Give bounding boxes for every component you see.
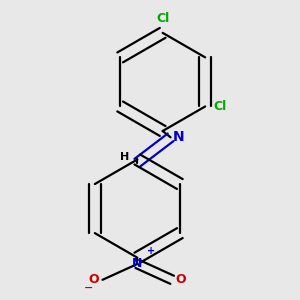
Text: Cl: Cl bbox=[156, 12, 169, 25]
Text: −: − bbox=[84, 283, 93, 293]
Text: +: + bbox=[147, 246, 155, 256]
Text: H: H bbox=[120, 152, 129, 162]
Text: N: N bbox=[173, 130, 185, 144]
Text: O: O bbox=[89, 273, 99, 286]
Text: N: N bbox=[132, 257, 142, 271]
Text: Cl: Cl bbox=[213, 100, 226, 113]
Text: O: O bbox=[175, 273, 186, 286]
